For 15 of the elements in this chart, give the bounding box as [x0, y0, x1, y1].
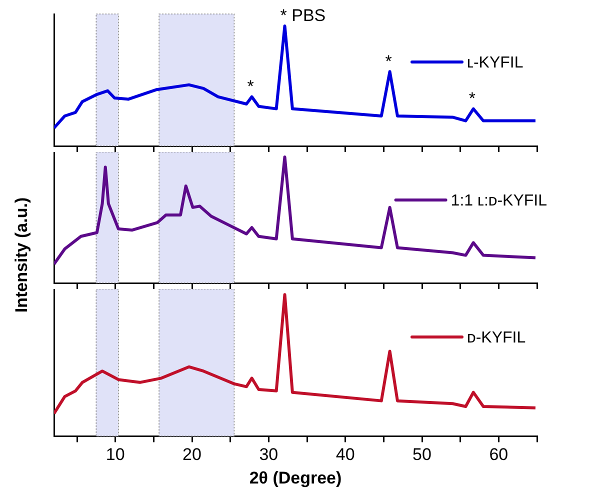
legend-label: ᴅ-KYFIL [467, 329, 526, 346]
x-axis-title: 2θ (Degree) [249, 468, 342, 488]
x-tick-label: 30 [259, 445, 278, 464]
x-tick-label: 40 [336, 445, 355, 464]
x-tick-label: 20 [182, 445, 202, 464]
x-tick-label: 60 [489, 445, 508, 464]
annotation: * [247, 76, 254, 96]
annotation: * [385, 52, 392, 71]
x-tick-label: 10 [106, 445, 125, 464]
annotation: * PBS [280, 6, 326, 26]
annotation: * [468, 88, 476, 108]
y-axis-title: Intensity (a.u.) [12, 197, 32, 313]
legend-label: 1:1 ʟ:ᴅ-KYFIL [450, 192, 548, 210]
legend-label: ʟ-KYFIL [467, 54, 524, 72]
x-tick-label: 50 [412, 445, 432, 464]
